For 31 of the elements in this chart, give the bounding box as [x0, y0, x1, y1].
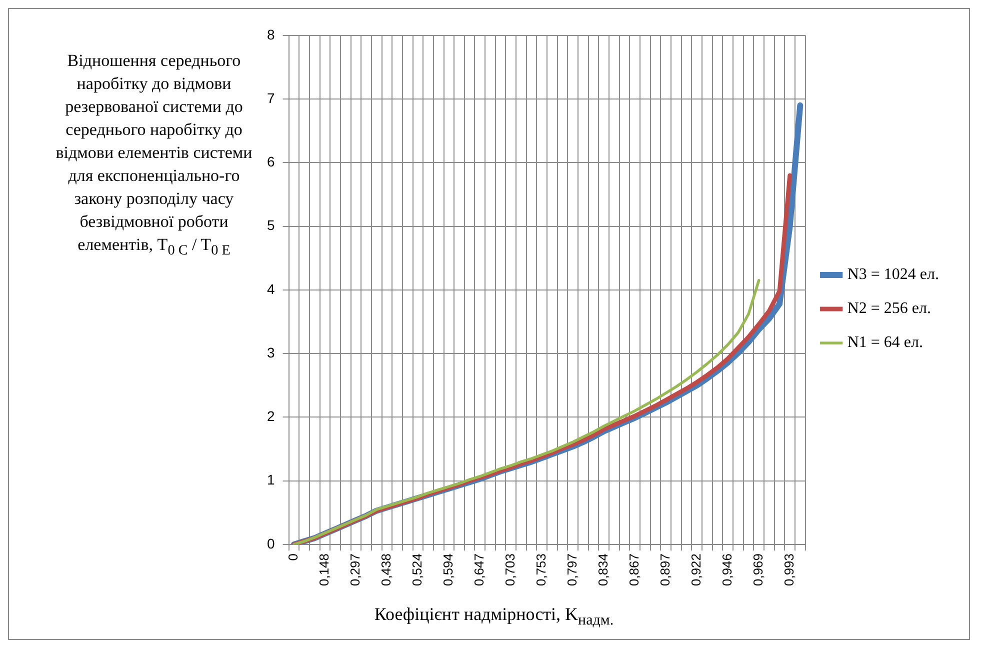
x-tick-label: 0,594: [440, 553, 456, 586]
legend-label: N2 = 256 ел.: [847, 300, 932, 318]
y-tick-label: 5: [266, 217, 275, 234]
x-tick-label: 0,703: [502, 553, 518, 586]
x-tick-label: 0,297: [348, 553, 363, 586]
y-tick-label: 3: [266, 344, 275, 360]
y-tick-label: 7: [266, 90, 275, 106]
x-tick-label: 0,969: [750, 553, 766, 586]
x-tick-label: 0,438: [378, 553, 394, 586]
x-tick-label: 0,922: [688, 553, 704, 586]
x-tick-label: 0,647: [471, 553, 486, 586]
legend-label: N3 = 1024 ел.: [847, 266, 940, 284]
x-tick-label: 0,867: [626, 553, 642, 586]
y-tick-label: 1: [266, 472, 275, 488]
legend-label: N1 = 64 ел.: [847, 334, 924, 352]
x-tick-label: 0,148: [316, 553, 332, 586]
x-tick-label: 0,753: [533, 553, 548, 586]
x-axis-title: Коефіцієнт надмірності, K$_{надм.}$: [373, 604, 615, 630]
x-tick-label: 0,946: [719, 553, 734, 586]
x-tick-label: 0,834: [595, 553, 610, 586]
y-tick-label: 2: [266, 408, 275, 424]
x-tick-label: 0: [286, 553, 301, 561]
y-tick-label: 6: [266, 154, 275, 170]
y-tick-label: 4: [266, 280, 275, 297]
x-tick-label: 0,897: [657, 553, 672, 586]
y-tick-label: 0: [266, 535, 275, 552]
x-tick-label: 0,797: [564, 553, 580, 586]
y-tick-label: 8: [266, 26, 275, 42]
text: Відношення середнього наробітку до відмови резервованої системи до середнього наробітку до відмови елементів системи для експоненціально-го закону розподілу часу безвідмовної роботи елементів, T$_{0 C}$ / T$_{0 E}$: [56, 51, 252, 258]
x-tick-label: 0,524: [410, 553, 424, 586]
x-tick-label: 0,993: [781, 553, 796, 586]
